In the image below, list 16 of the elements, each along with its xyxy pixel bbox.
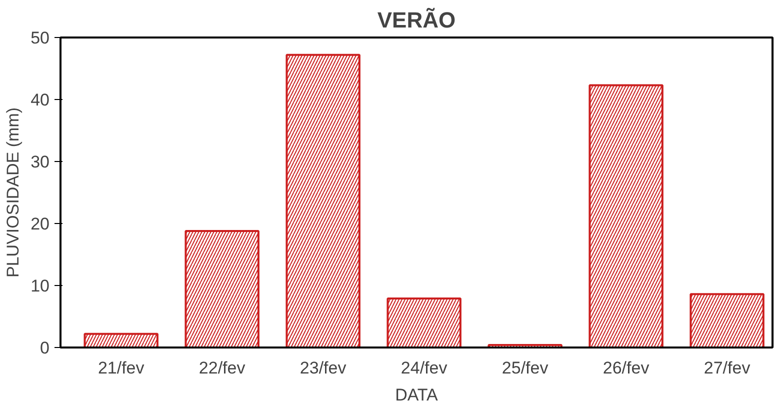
y-tick-label: 30 [30,152,50,172]
x-axis-title: DATA [395,386,439,404]
chart-title: VERÃO [377,8,456,32]
x-tick-label: 22/fev [198,358,246,378]
x-tick-label: 25/fev [502,358,549,378]
x-tick-label: 23/fev [300,358,347,378]
y-tick-label: 40 [30,90,50,110]
x-tick-label: 24/fev [400,358,448,378]
x-tick-label: 21/fev [98,358,145,378]
y-axis-title: PLUVIOSIDADE (mm) [4,107,23,278]
y-tick-label: 10 [30,276,50,296]
y-tick-label: 0 [40,338,50,358]
x-tick-label: 27/fev [704,358,751,378]
y-tick-label: 20 [30,214,50,234]
x-tick-label: 26/fev [602,358,650,378]
y-tick-label: 50 [30,28,50,48]
